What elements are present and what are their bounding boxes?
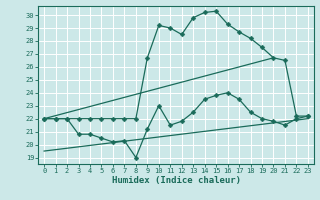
X-axis label: Humidex (Indice chaleur): Humidex (Indice chaleur) <box>111 176 241 185</box>
